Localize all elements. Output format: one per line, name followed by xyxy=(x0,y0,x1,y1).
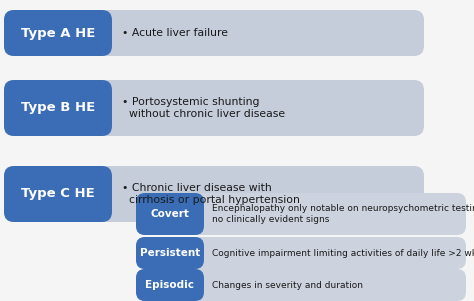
FancyBboxPatch shape xyxy=(136,269,204,301)
Text: • Acute liver failure: • Acute liver failure xyxy=(122,28,228,38)
Text: Changes in severity and duration: Changes in severity and duration xyxy=(212,281,363,290)
Text: • Portosystemic shunting
  without chronic liver disease: • Portosystemic shunting without chronic… xyxy=(122,97,285,119)
Text: Cognitive impairment limiting activities of daily life >2 wk: Cognitive impairment limiting activities… xyxy=(212,249,474,257)
Text: Type C HE: Type C HE xyxy=(21,188,95,200)
Text: Type A HE: Type A HE xyxy=(21,26,95,39)
FancyBboxPatch shape xyxy=(136,193,466,235)
FancyBboxPatch shape xyxy=(4,80,112,136)
FancyBboxPatch shape xyxy=(136,269,466,301)
Text: Covert: Covert xyxy=(151,209,190,219)
FancyBboxPatch shape xyxy=(4,166,424,222)
FancyBboxPatch shape xyxy=(136,193,204,235)
FancyBboxPatch shape xyxy=(4,10,424,56)
Text: Encephalopathy only notable on neuropsychometric testing;
no clinically evident : Encephalopathy only notable on neuropsyc… xyxy=(212,204,474,224)
Text: • Chronic liver disease with
  cirrhosis or portal hypertension: • Chronic liver disease with cirrhosis o… xyxy=(122,183,300,205)
FancyBboxPatch shape xyxy=(4,80,424,136)
FancyBboxPatch shape xyxy=(136,237,466,269)
FancyBboxPatch shape xyxy=(4,10,112,56)
Text: Type B HE: Type B HE xyxy=(21,101,95,114)
FancyBboxPatch shape xyxy=(136,237,204,269)
FancyBboxPatch shape xyxy=(4,166,112,222)
Text: Persistent: Persistent xyxy=(140,248,200,258)
Text: Episodic: Episodic xyxy=(146,280,194,290)
